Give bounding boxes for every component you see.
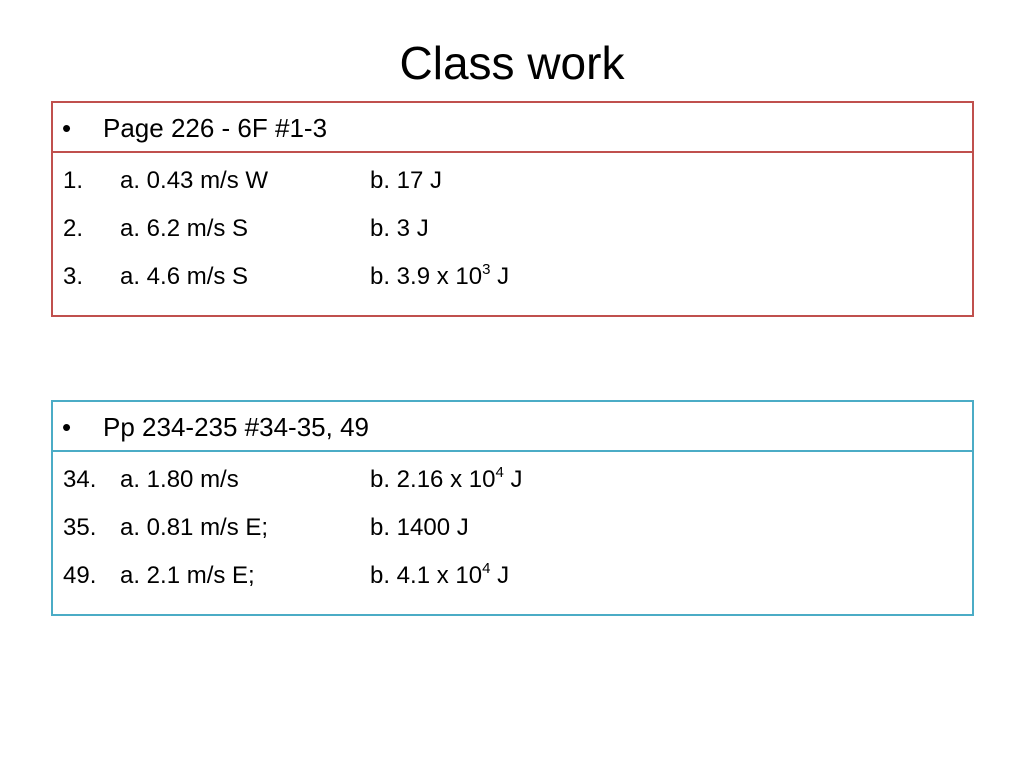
answer-b-text: b. 3.9 x 10 [370, 263, 483, 290]
answer-row: 49. a. 2.1 m/s E; b. 4.1 x 104 J [53, 552, 972, 600]
box-header: Page 226 - 6F #1-3 [53, 103, 972, 153]
item-number: 2. [63, 215, 84, 242]
answer-b: b. 17 J [370, 157, 442, 205]
answer-b-text: b. 3 J [370, 215, 429, 242]
item-number: 34. [63, 466, 97, 493]
answer-a: a. 2.1 m/s E; [120, 562, 255, 589]
exponent: 4 [495, 464, 504, 481]
answer-a: a. 6.2 m/s S [120, 215, 249, 242]
box-body: 34. a. 1.80 m/s b. 2.16 x 104 J 35. a. 0.81 … [53, 452, 972, 614]
unit: J [490, 263, 510, 290]
unit: J [490, 562, 510, 589]
answer-row: 3. a. 4.6 m/s S b. 3.9 x 103 J [53, 253, 972, 301]
answer-box: Page 226 - 6F #1-3 1. a. 0.43 m/s W b. 17 J… [51, 101, 974, 317]
box-body: 1. a. 0.43 m/s W b. 17 J 2. a. 6.2 m/s S b. 3… [53, 153, 972, 315]
box-header: Pp 234-235 #34-35, 49 [53, 402, 972, 452]
item-number: 35. [63, 514, 97, 541]
answer-b: b. 3 J [370, 205, 429, 253]
exponent: 4 [482, 560, 491, 577]
answer-a: a. 0.43 m/s W [120, 167, 269, 194]
answer-b-text: b. 4.1 x 10 [370, 562, 483, 589]
answer-b-text: b. 2.16 x 10 [370, 466, 496, 493]
answer-b-text: b. 17 J [370, 167, 443, 194]
item-number: 49. [63, 562, 97, 589]
item-number: 3. [63, 263, 84, 290]
answer-b: b. 2.16 x 104 J [370, 456, 522, 504]
slide-title: Class work [399, 37, 625, 89]
answer-box: Pp 234-235 #34-35, 49 34. a. 1.80 m/s b. 2.… [51, 400, 974, 616]
answer-row: 34. a. 1.80 m/s b. 2.16 x 104 J [53, 456, 972, 504]
answer-a: a. 0.81 m/s E; [120, 514, 269, 541]
answer-b-text: b. 1400 J [370, 514, 469, 541]
answer-a: a. 4.6 m/s S [120, 263, 249, 290]
answer-b: b. 3.9 x 103 J [370, 253, 509, 301]
answer-b: b. 4.1 x 104 J [370, 552, 509, 600]
answer-row: 35. a. 0.81 m/s E; b. 1400 J [53, 504, 972, 552]
exponent: 3 [482, 261, 491, 278]
answer-b: b. 1400 J [370, 504, 469, 552]
answer-row: 2. a. 6.2 m/s S b. 3 J [53, 205, 972, 253]
item-number: 1. [63, 167, 84, 194]
unit: J [503, 466, 523, 493]
answer-a: a. 1.80 m/s [120, 466, 239, 493]
answer-row: 1. a. 0.43 m/s W b. 17 J [53, 157, 972, 205]
